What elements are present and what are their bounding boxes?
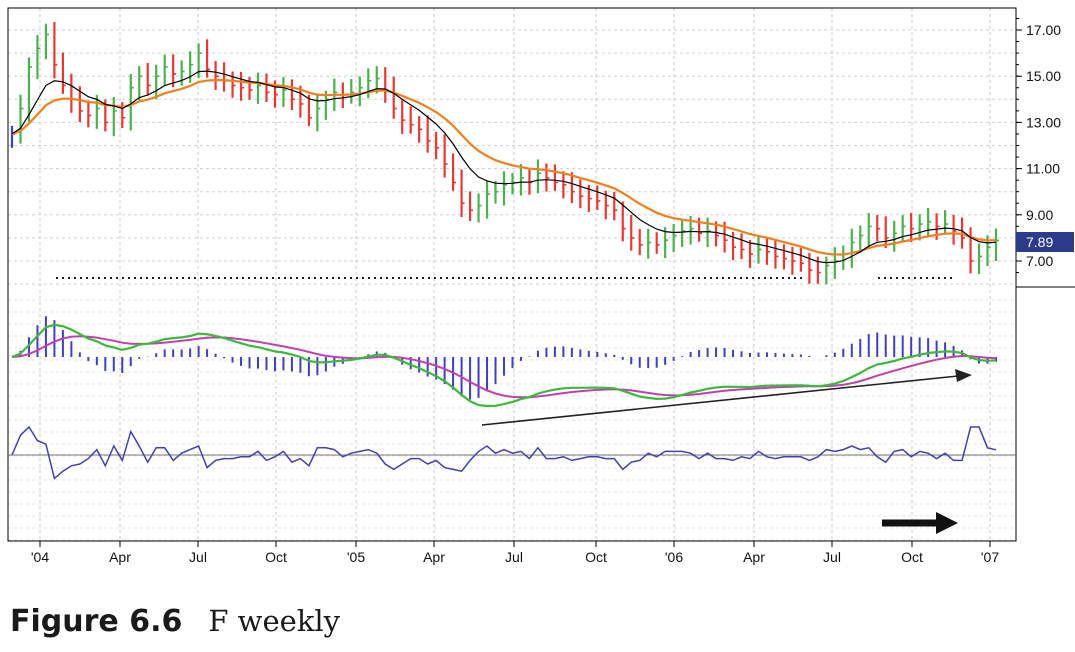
y-tick-label-1: 15.00	[1026, 68, 1061, 84]
y-tick-label-4: 9.00	[1026, 207, 1053, 223]
price-axis: 17.00 15.00 13.00 11.00 9.00 7.00	[1016, 17, 1061, 274]
divergence-arrow	[481, 375, 959, 426]
lower-indicator-pane	[11, 425, 997, 480]
x-tick-label-4: '05	[347, 549, 365, 565]
annotation-arrows	[481, 369, 972, 534]
bold-arrowhead	[936, 512, 958, 534]
divergence-arrowhead	[955, 369, 972, 382]
x-tick-label-12: '07	[981, 549, 999, 565]
macd-line	[11, 323, 997, 408]
figure-number: Figure 6.6	[10, 604, 183, 639]
price-bars	[10, 21, 999, 285]
last-price-label: 7.89	[1026, 234, 1053, 250]
plot-border	[7, 7, 1017, 542]
y-tick-label-0: 17.00	[1026, 22, 1061, 38]
grid	[8, 8, 1016, 541]
price-chart: 17.00 15.00 13.00 11.00 9.00 7.00 '04 Apr Jul Oc…	[7, 7, 1075, 565]
slow-moving-average	[11, 78, 996, 256]
x-tick-label-1: Apr	[109, 549, 131, 565]
x-tick-label-6: Jul	[505, 549, 523, 565]
x-tick-label-2: Jul	[189, 549, 207, 565]
x-tick-label-10: Jul	[823, 549, 841, 565]
signal-line	[11, 335, 997, 399]
x-tick-label-11: Oct	[901, 549, 923, 565]
x-tick-label-9: Apr	[743, 549, 765, 565]
figure-caption: Figure 6.6 F weekly	[10, 604, 340, 639]
y-tick-label-2: 13.00	[1026, 114, 1061, 130]
fast-moving-average	[11, 70, 997, 264]
x-tick-label-3: Oct	[265, 549, 287, 565]
x-tick-label-8: '06	[665, 549, 683, 565]
x-tick-label-7: Oct	[585, 549, 607, 565]
last-price-box: 7.89	[1016, 232, 1074, 252]
y-tick-label-3: 11.00	[1026, 161, 1060, 177]
moving-averages	[11, 70, 997, 264]
figure-title: F weekly	[208, 604, 341, 638]
time-axis: '04 Apr Jul Oct '05 Apr Jul Oct '06 Apr Jul Oct '07	[31, 541, 999, 565]
y-tick-label-5: 7.00	[1026, 253, 1053, 269]
x-tick-label-0: '04	[31, 549, 49, 565]
x-tick-label-5: Apr	[423, 549, 445, 565]
pane-separators	[7, 7, 1075, 542]
last-price-badge	[1016, 232, 1074, 252]
macd-pane	[11, 316, 997, 408]
chart-svg: 17.00 15.00 13.00 11.00 9.00 7.00 '04 Apr Jul Oc…	[7, 7, 1075, 565]
lower-indicator-line	[11, 425, 997, 480]
